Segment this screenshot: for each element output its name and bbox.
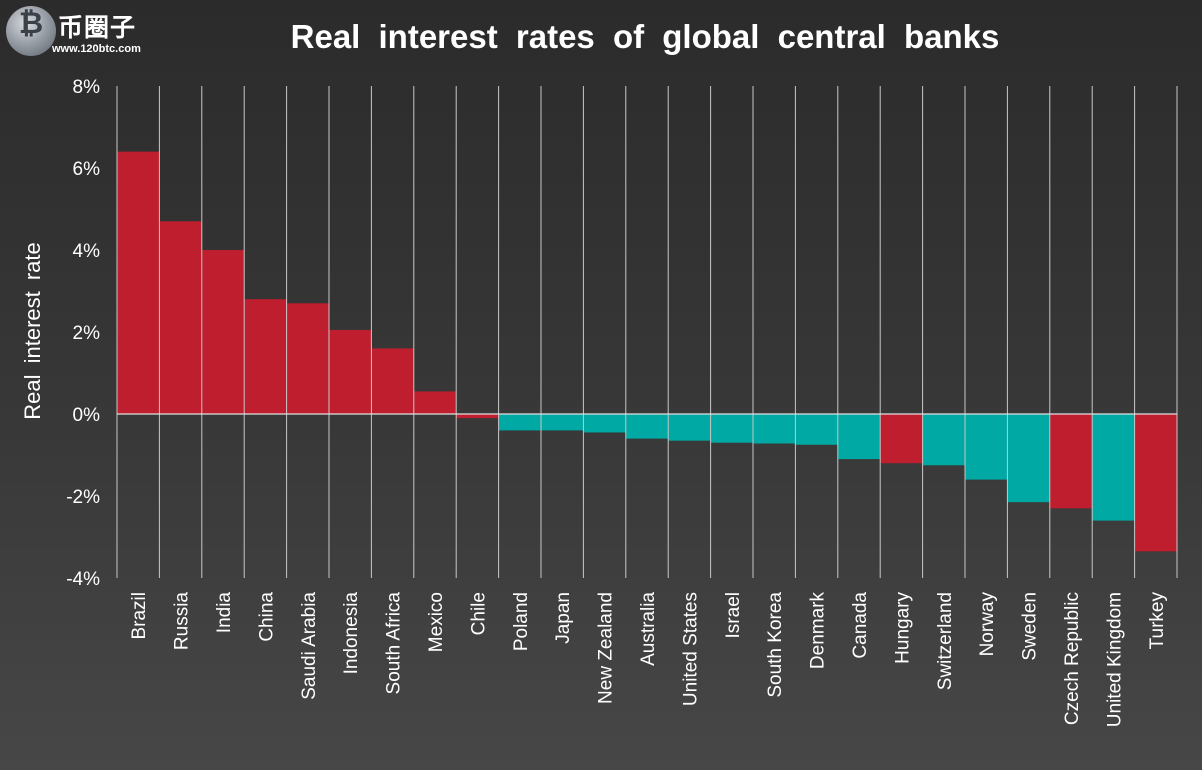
x-tick-label: Turkey: [1147, 592, 1168, 650]
bar: [456, 414, 499, 419]
y-tick-label: -4%: [66, 569, 100, 590]
x-tick-label: United States: [680, 592, 701, 706]
bar: [117, 151, 160, 414]
x-tick-label: Indonesia: [341, 592, 362, 675]
x-tick-label: Norway: [977, 592, 998, 657]
bar: [1134, 414, 1177, 552]
bar: [1092, 414, 1135, 521]
y-tick-label: 4%: [73, 241, 101, 262]
x-tick-label: South Korea: [765, 592, 786, 698]
y-tick-label: 6%: [73, 159, 101, 180]
bar: [922, 414, 965, 466]
bar: [837, 414, 881, 460]
bar: [159, 221, 202, 414]
logo-name: 币圈子: [58, 13, 137, 42]
x-tick-label: Hungary: [892, 592, 913, 664]
bar: [498, 414, 541, 431]
x-tick-label: Russia: [172, 592, 193, 651]
x-tick-label: Saudi Arabia: [299, 592, 320, 700]
x-tick-label: Australia: [638, 592, 659, 666]
x-tick-label: Poland: [511, 592, 532, 651]
bar: [413, 391, 457, 414]
x-tick-label: Mexico: [426, 592, 447, 652]
bar: [795, 414, 838, 445]
bitcoin-logo-icon: ₿: [6, 6, 56, 56]
x-tick-label: Sweden: [1020, 592, 1041, 661]
x-tick-label: Brazil: [129, 592, 150, 640]
chart-title: Real interest rates of global central ba…: [290, 18, 1000, 55]
site-logo: ₿ 币圈子 www.120btc.com: [6, 6, 166, 58]
bar: [583, 414, 626, 433]
x-tick-label: China: [256, 592, 277, 642]
x-tick-label: Chile: [468, 592, 489, 635]
bar: [625, 414, 669, 439]
bar: [753, 414, 796, 444]
y-tick-label: 2%: [73, 323, 101, 344]
x-tick-label: Japan: [553, 592, 574, 644]
bar: [371, 348, 414, 414]
x-tick-label: Canada: [850, 592, 871, 659]
bar: [1049, 414, 1093, 509]
x-tick-label: Switzerland: [935, 592, 956, 690]
y-tick-label: 0%: [73, 405, 101, 426]
x-tick-label: New Zealand: [596, 592, 617, 704]
bar: [286, 303, 329, 414]
y-tick-label: 8%: [73, 77, 101, 98]
bar: [668, 414, 711, 441]
bar: [880, 414, 923, 464]
bar: [201, 250, 245, 414]
y-tick-label: -2%: [66, 487, 100, 508]
x-tick-label: South Africa: [384, 592, 405, 695]
x-tick-label: India: [214, 592, 235, 634]
bar: [710, 414, 753, 443]
bar: [965, 414, 1008, 480]
logo-url: www.120btc.com: [52, 43, 141, 55]
bar: [1007, 414, 1050, 503]
x-tick-label: United Kingdom: [1104, 592, 1125, 727]
x-tick-label: Denmark: [808, 592, 829, 670]
bar: [329, 329, 372, 414]
x-tick-label: Israel: [723, 592, 744, 638]
x-tick-label: Czech Republic: [1062, 592, 1083, 725]
bar: [541, 414, 584, 431]
bar: [244, 299, 287, 414]
